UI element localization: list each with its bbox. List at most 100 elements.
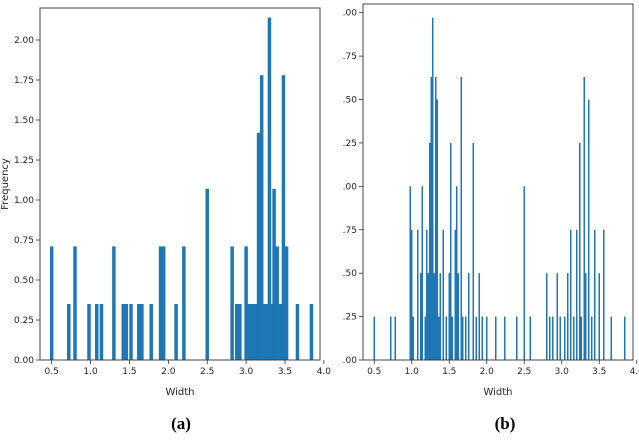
y-tick-label-b-8: .00: [343, 9, 358, 19]
bar-series-a: [49, 17, 314, 360]
bar-b-52: [579, 142, 581, 360]
bar-b-60: [603, 229, 605, 360]
bar-a-2: [73, 246, 77, 360]
bar-b-37: [495, 316, 497, 360]
x-axis-label-a: Width: [165, 387, 194, 398]
bar-a-7: [121, 304, 125, 360]
y-tick-label-a-6: 1.50: [14, 116, 34, 126]
bar-a-17: [205, 188, 209, 360]
bar-a-16: [182, 246, 186, 360]
bar-b-55: [585, 273, 587, 360]
bar-b-56: [588, 99, 590, 360]
bar-b-26: [456, 186, 458, 360]
bar-b-14: [432, 17, 434, 360]
bar-a-15: [174, 304, 178, 360]
bar-a-36: [295, 304, 300, 360]
bar-b-35: [481, 316, 483, 360]
bar-a-13: [158, 246, 163, 360]
bar-b-25: [454, 229, 456, 360]
bar-a-23: [250, 304, 255, 360]
bar-a-22: [247, 304, 251, 360]
bar-a-25: [256, 132, 261, 360]
y-axis-a: 0.00 0.25 0.50 0.75 1.00 1.25 1.50 1.75 2.00: [14, 36, 40, 366]
x-tick-label-b-7: 4.0: [630, 367, 639, 377]
bar-a-26: [259, 75, 264, 360]
y-tick-label-b-6: .50: [343, 96, 358, 106]
bar-b-3: [409, 186, 411, 360]
x-tick-label-b-0: 0.5: [367, 367, 381, 377]
x-tick-label-a-1: 1.0: [83, 367, 98, 377]
x-tick-label-b-2: 1.5: [442, 367, 456, 377]
bar-b-28: [460, 76, 462, 360]
bar-b-54: [583, 76, 585, 360]
x-tick-label-b-4: 2.5: [517, 367, 531, 377]
bar-b-36: [486, 316, 488, 360]
bar-b-12: [429, 142, 431, 360]
bar-a-4: [95, 304, 99, 360]
bar-b-58: [594, 229, 596, 360]
bar-b-46: [559, 316, 561, 360]
chart-panel-a: 0.00 0.25 0.50 0.75 1.00 1.25 1.50 1.75 2.00 0.5…: [0, 7, 331, 398]
chart-panel-b: .00 .25 .50 .75 .00 .25 .50 .75 .00 0.5 1.0 1.5 2.0…: [343, 3, 639, 398]
x-tick-label-a-3: 2.0: [161, 367, 176, 377]
bar-b-16: [435, 76, 437, 360]
bar-a-9: [129, 304, 133, 360]
y-tick-label-b-0: .00: [343, 356, 358, 366]
plot-frame-b: [362, 3, 634, 361]
bar-b-19: [439, 273, 441, 360]
bar-a-21: [244, 246, 248, 360]
y-tick-label-b-3: .75: [343, 226, 357, 236]
bar-b-24: [451, 316, 453, 360]
bar-b-41: [529, 316, 531, 360]
bar-b-17: [436, 99, 438, 360]
y-tick-label-a-1: 0.25: [14, 316, 34, 326]
x-tick-label-b-1: 1.0: [405, 367, 420, 377]
bar-b-32: [472, 142, 474, 360]
bar-a-1: [67, 304, 71, 360]
bar-b-59: [598, 273, 600, 360]
x-tick-label-a-2: 1.5: [122, 367, 136, 377]
y-tick-label-b-4: .00: [343, 182, 358, 192]
bar-b-1: [390, 316, 392, 360]
y-tick-label-b-2: .50: [343, 269, 358, 279]
bar-b-57: [591, 316, 593, 360]
bar-a-14: [161, 246, 166, 360]
bar-a-18: [230, 246, 234, 360]
bar-a-11: [140, 304, 144, 360]
x-tick-label-a-0: 0.5: [45, 367, 59, 377]
bar-a-34: [281, 75, 286, 360]
x-tick-label-b-6: 3.5: [592, 367, 606, 377]
bar-b-30: [465, 316, 467, 360]
x-axis-label-b: Width: [483, 387, 512, 398]
bar-b-9: [424, 316, 426, 360]
y-tick-label-a-0: 0.00: [14, 356, 34, 366]
bar-b-50: [573, 316, 575, 360]
y-axis-b: .00 .25 .50 .75 .00 .25 .50 .75 .00: [343, 9, 363, 366]
bar-b-62: [624, 316, 626, 360]
caption-a: (a): [171, 414, 191, 433]
bar-b-11: [427, 273, 429, 360]
bar-b-22: [448, 273, 450, 360]
y-tick-label-a-7: 1.75: [14, 76, 34, 86]
bar-a-10: [137, 304, 141, 360]
bar-b-10: [426, 229, 428, 360]
bar-b-51: [576, 229, 578, 360]
bar-b-13: [430, 76, 432, 360]
bar-b-44: [552, 316, 554, 360]
bar-b-8: [421, 186, 423, 360]
bar-b-34: [478, 273, 480, 360]
bar-b-0: [373, 316, 375, 360]
y-tick-label-a-3: 0.75: [14, 236, 34, 246]
bar-b-49: [570, 229, 572, 360]
y-tick-label-b-5: .25: [343, 139, 357, 149]
bar-b-47: [564, 316, 566, 360]
caption-b: (b): [495, 414, 516, 433]
bar-b-31: [468, 273, 470, 360]
x-axis-b: 0.5 1.0 1.5 2.0 2.5 3.0 3.5 4.0: [367, 360, 639, 377]
y-tick-label-a-5: 1.25: [14, 156, 34, 166]
bar-b-18: [438, 316, 440, 360]
bar-a-8: [124, 304, 129, 360]
bar-a-28: [264, 304, 269, 360]
bar-b-6: [417, 229, 419, 360]
